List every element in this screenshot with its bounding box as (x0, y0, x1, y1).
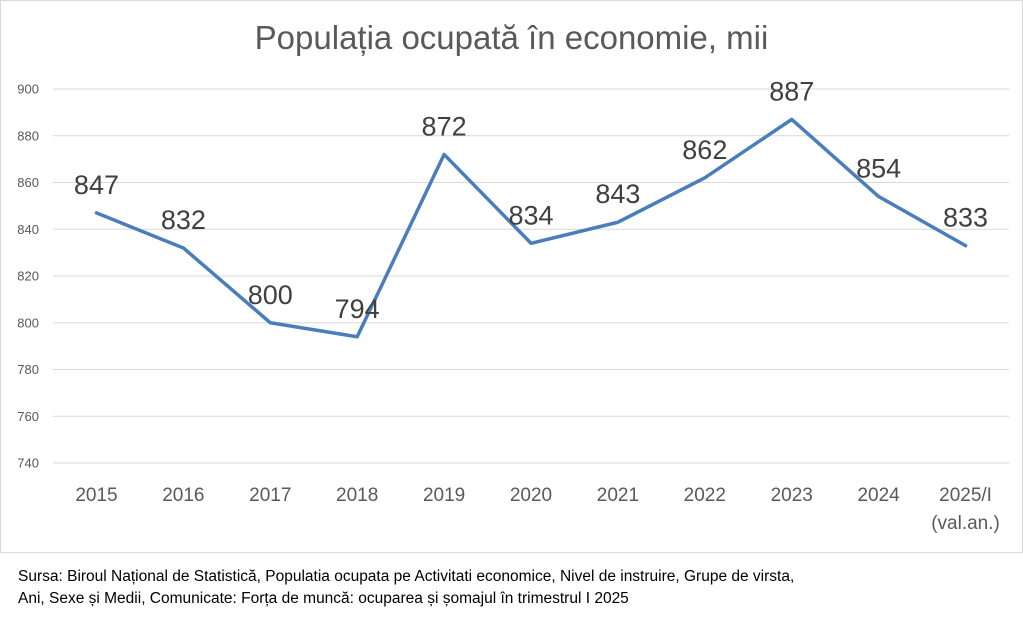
x-tick-label-10-line-2: (val.an.) (931, 513, 1000, 534)
data-point-8 (790, 117, 794, 121)
data-point-1 (181, 246, 185, 250)
y-tick-label-740: 740 (17, 456, 39, 471)
data-label-10: 833 (943, 203, 988, 233)
y-tick-label-900: 900 (17, 82, 39, 97)
x-tick-label-5: 2020 (510, 485, 552, 506)
x-tick-label-4: 2019 (423, 485, 465, 506)
x-tick-label-7: 2022 (684, 485, 726, 506)
data-label-7: 862 (682, 135, 727, 165)
y-tick-label-760: 760 (17, 409, 39, 424)
x-tick-label-1: 2016 (162, 485, 204, 506)
data-label-4: 872 (422, 111, 467, 141)
y-tick-label-800: 800 (17, 315, 39, 330)
chart-title: Populația ocupată în economie, mii (254, 19, 769, 56)
data-point-4 (442, 152, 446, 156)
data-label-8: 887 (769, 76, 814, 106)
y-tick-label-860: 860 (17, 175, 39, 190)
x-tick-label-10: 2025/I (939, 485, 992, 506)
data-label-9: 854 (856, 154, 901, 184)
x-tick-label-8: 2023 (771, 485, 813, 506)
y-tick-label-880: 880 (17, 128, 39, 143)
data-point-10 (964, 244, 968, 248)
data-label-6: 843 (595, 179, 640, 209)
data-point-0 (94, 211, 98, 215)
source-note: Sursa: Biroul Național de Statistică, Po… (18, 566, 1008, 610)
data-point-9 (877, 195, 881, 199)
data-point-3 (355, 335, 359, 339)
line-chart: 740 760 780 800 820 840 860 880 900 2015 2016 2017 2… (17, 76, 1009, 534)
data-label-5: 834 (508, 200, 553, 230)
y-tick-label-780: 780 (17, 362, 39, 377)
data-label-0: 847 (74, 170, 119, 200)
data-label-2: 800 (248, 280, 293, 310)
data-point-6 (616, 220, 620, 224)
x-tick-label-3: 2018 (336, 485, 378, 506)
source-line-1: Sursa: Biroul Național de Statistică, Po… (18, 568, 795, 585)
x-tick-label-9: 2024 (857, 485, 900, 506)
x-tick-label-0: 2015 (75, 485, 117, 506)
data-point-7 (703, 176, 707, 180)
data-label-1: 832 (161, 205, 206, 235)
data-point-5 (529, 241, 533, 245)
chart-frame: Populația ocupată în economie, mii 740 76… (0, 0, 1023, 553)
data-point-2 (268, 321, 272, 325)
x-tick-label-6: 2021 (597, 485, 639, 506)
source-line-2: Ani, Sexe și Medii, Comunicate: Forța de… (18, 590, 629, 607)
y-tick-label-820: 820 (17, 269, 39, 284)
y-tick-label-840: 840 (17, 222, 39, 237)
data-label-3: 794 (335, 294, 380, 324)
x-tick-label-2: 2017 (249, 485, 291, 506)
